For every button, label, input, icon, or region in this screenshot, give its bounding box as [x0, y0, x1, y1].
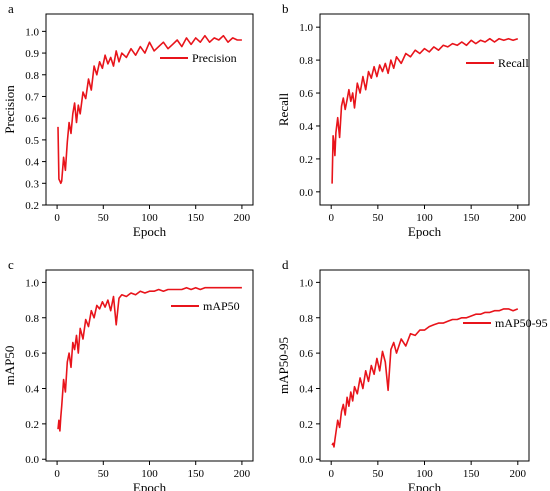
x-tick-label: 100: [141, 212, 158, 224]
panel-label: b: [282, 1, 289, 16]
x-tick-label: 50: [98, 468, 110, 480]
x-tick-label: 100: [141, 468, 158, 480]
x-tick-label: 50: [372, 212, 384, 224]
x-axis-title: Epoch: [133, 480, 167, 491]
y-tick-label: 0.0: [299, 187, 313, 199]
x-axis-title: Epoch: [408, 224, 442, 239]
plot-frame: [319, 269, 530, 462]
y-tick-label: 0.5: [25, 135, 39, 147]
series-line-precision: [57, 34, 242, 185]
y-tick-label: 0.6: [299, 88, 313, 100]
panel-label: c: [8, 257, 14, 272]
y-tick-label: 0.7: [25, 91, 39, 103]
y-tick-label: 0.4: [25, 157, 39, 169]
chart-panel-b: 0 50 100 150 200 0.0 0.2 0.4 0.6 0.8 1.0 Epoch Recal…: [276, 1, 530, 239]
chart-panel-c: 0 50 100 150 200 0.0 0.2 0.4 0.6 0.8 1.0 Epoch mAP50…: [2, 257, 254, 491]
y-tick-label: 0.0: [25, 454, 39, 466]
series-line-map50: [57, 286, 242, 432]
x-axis-title: Epoch: [133, 224, 167, 239]
y-tick-label: 0.8: [299, 313, 313, 325]
y-axis-title: Recall: [276, 93, 291, 127]
x-tick-label: 200: [510, 212, 527, 224]
y-tick-label: 0.2: [25, 419, 39, 431]
series-line-map50-95: [331, 308, 519, 448]
panel-label: a: [8, 1, 14, 16]
y-tick-label: 1.0: [25, 26, 39, 38]
x-tick-label: 200: [234, 468, 251, 480]
y-tick-label: 0.0: [299, 454, 313, 466]
y-tick-label: 0.4: [299, 121, 313, 133]
y-tick-label: 0.2: [299, 154, 313, 166]
plot-frame: [319, 13, 530, 206]
y-tick-label: 1.0: [299, 277, 313, 289]
y-axis-title: Precision: [2, 85, 17, 134]
y-tick-label: 0.6: [25, 348, 39, 360]
x-tick-label: 50: [98, 212, 110, 224]
x-axis-title: Epoch: [408, 480, 442, 491]
x-tick-label: 150: [187, 468, 204, 480]
x-tick-label: 100: [416, 468, 433, 480]
y-tick-label: 0.6: [299, 348, 313, 360]
chart-panel-d: 0 50 100 150 200 0.0 0.2 0.4 0.6 0.8 1.0 Epoch mAP50…: [276, 257, 548, 491]
x-tick-label: 0: [54, 468, 60, 480]
chart-panel-a: 0 50 100 150 200 0.2 0.3 0.4 0.5 0.6 0.7 0.8 0.9 1.0 E…: [2, 1, 254, 239]
y-tick-label: 0.6: [25, 113, 39, 125]
x-tick-label: 200: [234, 212, 251, 224]
y-tick-label: 1.0: [299, 22, 313, 34]
y-axis-title: mAP50-95: [276, 337, 291, 394]
x-tick-label: 0: [328, 212, 334, 224]
series-line-recall: [331, 37, 519, 184]
x-tick-label: 100: [416, 212, 433, 224]
y-tick-label: 0.4: [25, 383, 39, 395]
x-tick-label: 150: [463, 468, 480, 480]
y-tick-label: 0.8: [299, 55, 313, 67]
x-tick-label: 0: [328, 468, 334, 480]
y-tick-label: 0.9: [25, 48, 39, 60]
y-tick-label: 0.2: [299, 419, 313, 431]
y-tick-label: 0.8: [25, 70, 39, 82]
x-tick-label: 150: [463, 212, 480, 224]
x-tick-label: 200: [510, 468, 527, 480]
legend-label: mAP50-95: [495, 316, 548, 330]
panel-label: d: [282, 257, 289, 272]
legend-label: mAP50: [203, 299, 240, 313]
y-tick-label: 0.3: [25, 178, 39, 190]
x-tick-label: 150: [187, 212, 204, 224]
y-tick-label: 0.2: [25, 200, 39, 212]
legend-label: Recall: [498, 56, 529, 70]
x-tick-label: 0: [54, 212, 60, 224]
legend-label: Precision: [192, 51, 237, 65]
y-tick-label: 0.4: [299, 383, 313, 395]
y-axis-title: mAP50: [2, 346, 17, 386]
y-tick-label: 0.8: [25, 313, 39, 325]
y-tick-label: 1.0: [25, 277, 39, 289]
x-tick-label: 50: [372, 468, 384, 480]
